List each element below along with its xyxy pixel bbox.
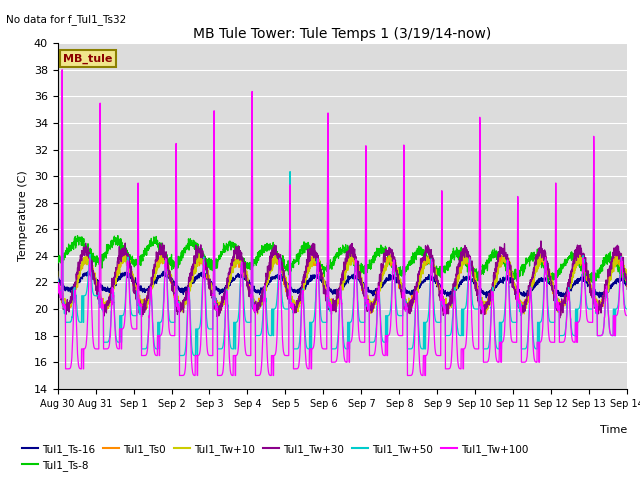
Legend: Tul1_Ts-16, Tul1_Ts-8, Tul1_Ts0, Tul1_Tw+10, Tul1_Tw+30, Tul1_Tw+50, Tul1_Tw+100: Tul1_Ts-16, Tul1_Ts-8, Tul1_Ts0, Tul1_Tw…: [18, 439, 532, 475]
Text: MB_tule: MB_tule: [63, 54, 113, 64]
Title: MB Tule Tower: Tule Temps 1 (3/19/14-now): MB Tule Tower: Tule Temps 1 (3/19/14-now…: [193, 27, 492, 41]
Text: Time: Time: [600, 425, 627, 435]
Y-axis label: Temperature (C): Temperature (C): [18, 170, 28, 262]
Text: No data for f_Tul1_Ts32: No data for f_Tul1_Ts32: [6, 14, 127, 25]
